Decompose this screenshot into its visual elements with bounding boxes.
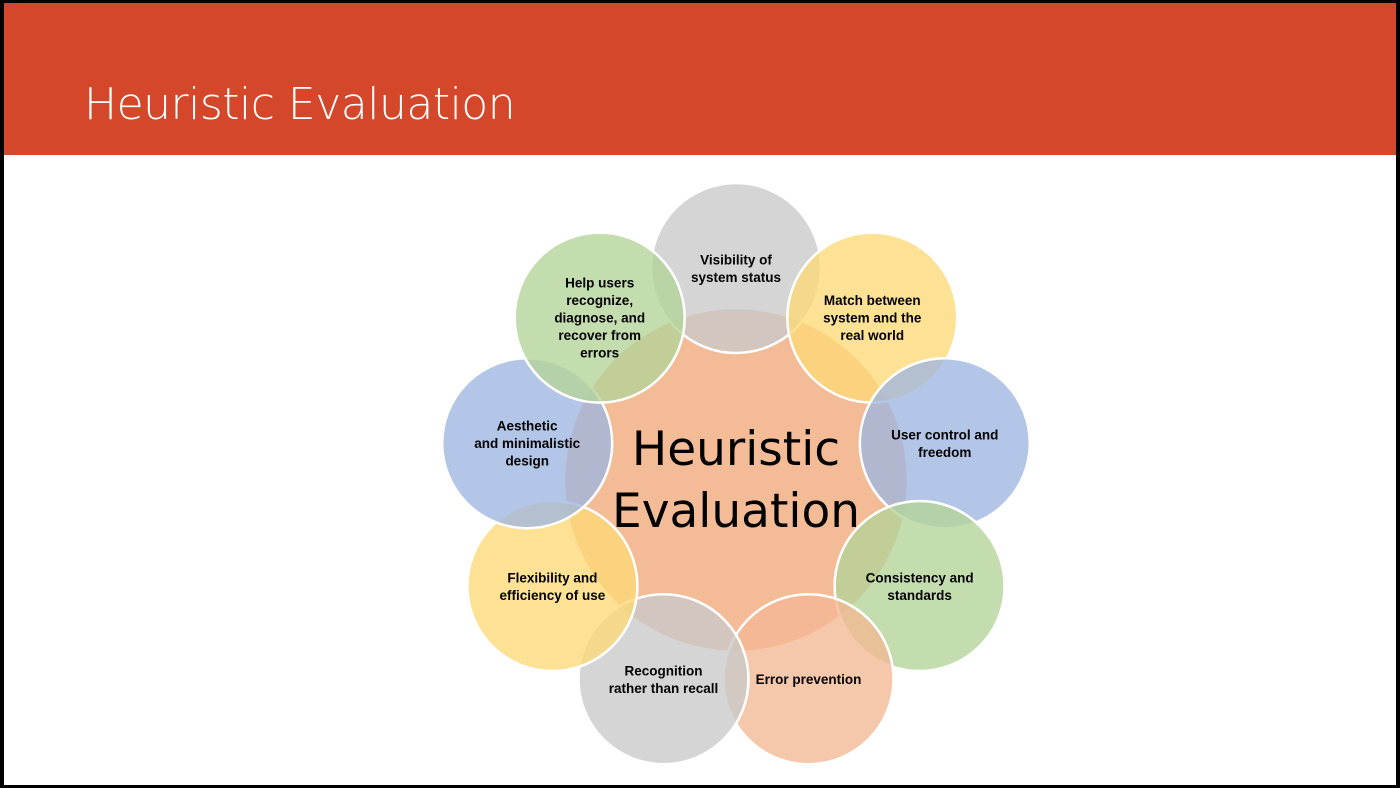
heuristic-petal-label-line: Match between — [824, 293, 921, 308]
heuristic-petal-label-line: freedom — [918, 445, 971, 460]
heuristic-petal-label: Error prevention — [756, 672, 862, 687]
heuristic-petal-label-line: recover from — [558, 328, 641, 343]
heuristic-petal-label: Match between system and the real world — [823, 293, 922, 343]
heuristic-petal-label-line: Consistency and — [866, 570, 974, 585]
heuristic-petal-label-line: Visibility of — [700, 252, 772, 267]
heuristic-petal-label-line: recognize, — [566, 293, 633, 308]
heuristic-petal-circle — [513, 231, 686, 404]
heuristic-petal-label: User control and freedom — [891, 427, 998, 460]
center-label-line: Evaluation — [612, 484, 860, 539]
heuristic-petal-label-line: Help users — [565, 276, 634, 291]
heuristic-petal-label-line: system status — [691, 270, 781, 285]
heuristic-petal-label: Help users recognize, diagnose, and recover… — [554, 276, 645, 361]
heuristic-petal-label-line: User control and — [891, 427, 998, 442]
petal-layer: Visibility of system status Match between s… — [440, 181, 1032, 766]
heuristic-petal-label: Flexibility and efficiency of use — [500, 570, 606, 603]
heuristic-petal-9: Help users recognize, diagnose, and recover… — [513, 231, 686, 404]
heuristic-petal-label: Recognition rather than recall — [609, 664, 719, 697]
heuristic-petal-label-line: Recognition — [625, 664, 703, 679]
heuristic-petal-2: Match between system and the real world — [786, 231, 959, 404]
heuristic-petal-8: Aesthetic and minimalistic design — [440, 356, 614, 530]
title-bar — [4, 3, 1396, 155]
heuristic-petal-label-line: standards — [887, 588, 952, 603]
heuristic-petal-label-line: diagnose, and — [554, 311, 645, 326]
heuristic-petal-label-line: and minimalistic — [474, 436, 580, 451]
heuristic-petal-label-line: Error prevention — [756, 672, 862, 687]
center-label-line: Heuristic — [632, 422, 840, 477]
heuristic-petal-label-line: efficiency of use — [500, 588, 606, 603]
heuristic-petal-label-line: real world — [840, 328, 904, 343]
heuristic-petal-label-line: Aesthetic — [497, 419, 558, 434]
heuristic-petal-label-line: Flexibility and — [507, 570, 597, 585]
heuristic-petal-label-line: system and the — [823, 311, 922, 326]
center-label: Heuristic Evaluation — [612, 422, 860, 539]
heuristic-petal-label-line: errors — [580, 346, 619, 361]
heuristic-petal-label: Visibility of system status — [691, 252, 781, 285]
heuristic-petal-7: Flexibility and efficiency of use — [466, 499, 639, 673]
slide-title: Heuristic Evaluation — [84, 79, 516, 130]
heuristic-petal-label: Consistency and standards — [866, 570, 974, 603]
heuristic-petal-label-line: rather than recall — [609, 681, 719, 696]
heuristic-petal-3: User control and freedom — [858, 356, 1032, 530]
heuristic-petal-label: Aesthetic and minimalistic design — [474, 419, 580, 469]
heuristic-petal-label-line: design — [505, 454, 549, 469]
heuristic-petal-circle — [858, 356, 1032, 530]
